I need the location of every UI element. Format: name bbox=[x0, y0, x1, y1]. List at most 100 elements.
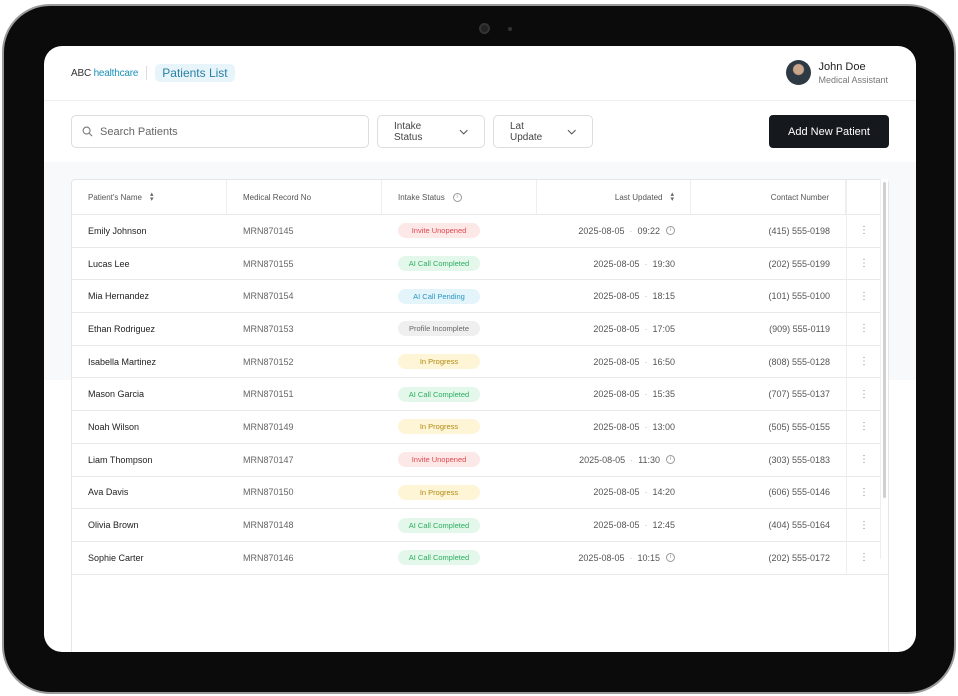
more-vertical-icon[interactable]: ⋮ bbox=[859, 486, 869, 498]
row-actions[interactable]: ⋮ bbox=[846, 280, 881, 313]
time: 11:30 bbox=[638, 454, 660, 465]
info-icon[interactable]: i bbox=[666, 455, 675, 465]
scrollbar[interactable] bbox=[880, 179, 888, 559]
intake-status-label: Intake Status bbox=[394, 120, 423, 143]
status-badge: Invite Unopened bbox=[398, 452, 480, 468]
patient-name[interactable]: Mia Hernandez bbox=[88, 291, 150, 302]
more-vertical-icon[interactable]: ⋮ bbox=[859, 388, 869, 400]
more-vertical-icon[interactable]: ⋮ bbox=[859, 552, 869, 564]
table-row[interactable]: Emily Johnson MRN870145 Invite Unopened … bbox=[72, 215, 888, 248]
search-input[interactable]: Search Patients bbox=[71, 115, 369, 148]
intake-status-cell: AI Call Completed bbox=[382, 248, 537, 280]
info-icon[interactable]: i bbox=[666, 553, 675, 563]
separator-dot: · bbox=[644, 520, 648, 531]
col-contact-number: Contact Number bbox=[691, 180, 846, 214]
col-actions bbox=[846, 180, 881, 214]
user-profile[interactable]: John Doe Medical Assistant bbox=[786, 60, 888, 85]
table-row[interactable]: Mason Garcia MRN870151 AI Call Completed… bbox=[72, 378, 888, 412]
more-vertical-icon[interactable]: ⋮ bbox=[859, 225, 869, 237]
row-actions[interactable]: ⋮ bbox=[846, 411, 881, 443]
patient-name[interactable]: Olivia Brown bbox=[88, 520, 139, 531]
header-label: Last Updated bbox=[614, 192, 663, 202]
add-new-patient-button[interactable]: Add New Patient bbox=[769, 115, 889, 148]
row-actions[interactable]: ⋮ bbox=[846, 541, 881, 574]
search-icon bbox=[82, 126, 93, 137]
table-row[interactable]: Sophie Carter MRN870146 AI Call Complete… bbox=[72, 541, 888, 575]
intake-status-cell: In Progress bbox=[382, 346, 537, 378]
row-actions[interactable]: ⋮ bbox=[846, 215, 881, 247]
table-row[interactable]: Lucas Lee MRN870155 AI Call Completed 20… bbox=[72, 247, 888, 281]
intake-status-dropdown[interactable]: Intake Status bbox=[377, 115, 485, 148]
row-actions[interactable]: ⋮ bbox=[846, 247, 881, 280]
time: 14:20 bbox=[652, 487, 675, 498]
scrollbar-thumb[interactable] bbox=[883, 182, 886, 498]
mrn: MRN870151 bbox=[243, 389, 294, 400]
intake-status-cell: AI Call Pending bbox=[382, 280, 537, 312]
more-vertical-icon[interactable]: ⋮ bbox=[859, 356, 869, 368]
sensor-dot bbox=[508, 27, 512, 31]
more-vertical-icon[interactable]: ⋮ bbox=[859, 258, 869, 270]
col-patient-name[interactable]: Patient's Name ▴ ▾ bbox=[72, 180, 227, 214]
patient-name[interactable]: Ava Davis bbox=[88, 487, 129, 498]
app-screen: ABC healthcare Patients List John Doe Med… bbox=[44, 46, 916, 652]
date: 2025-08-05 bbox=[593, 487, 640, 498]
info-icon[interactable]: i bbox=[452, 192, 462, 202]
sort-icon[interactable]: ▴ ▾ bbox=[670, 191, 674, 203]
contact-number: (707) 555-0137 bbox=[768, 389, 830, 400]
table-body: Emily Johnson MRN870145 Invite Unopened … bbox=[72, 215, 888, 575]
status-badge: In Progress bbox=[398, 484, 480, 500]
separator-dot: · bbox=[630, 454, 634, 465]
last-updated: 2025-08-05 · 11:30 i bbox=[537, 444, 691, 476]
breadcrumb[interactable]: Patients List bbox=[155, 64, 235, 82]
contact-number: (909) 555-0119 bbox=[769, 323, 830, 334]
row-actions[interactable]: ⋮ bbox=[846, 509, 881, 541]
table-row[interactable]: Mia Hernandez MRN870154 AI Call Pending … bbox=[72, 280, 888, 314]
row-actions[interactable]: ⋮ bbox=[846, 443, 881, 476]
status-badge: AI Call Completed bbox=[398, 550, 480, 566]
status-badge: In Progress bbox=[398, 354, 480, 370]
brand-logo[interactable]: ABC healthcare bbox=[71, 68, 138, 79]
mrn: MRN870155 bbox=[243, 258, 294, 269]
more-vertical-icon[interactable]: ⋮ bbox=[859, 519, 869, 531]
patient-name[interactable]: Mason Garcia bbox=[88, 389, 145, 400]
table-row[interactable]: Liam Thompson MRN870147 Invite Unopened … bbox=[72, 443, 888, 477]
date: 2025-08-05 bbox=[579, 454, 626, 465]
last-updated: 2025-08-05 · 17:05 bbox=[537, 313, 691, 345]
intake-status-cell: In Progress bbox=[382, 411, 537, 443]
row-actions[interactable]: ⋮ bbox=[846, 345, 881, 378]
patient-name[interactable]: Liam Thompson bbox=[88, 454, 153, 465]
row-actions[interactable]: ⋮ bbox=[846, 378, 881, 411]
date: 2025-08-05 bbox=[593, 258, 640, 269]
row-actions[interactable]: ⋮ bbox=[846, 476, 881, 509]
table-row[interactable]: Noah Wilson MRN870149 In Progress 2025-0… bbox=[72, 411, 888, 444]
patients-table: Patient's Name ▴ ▾ Medical Record No Intak… bbox=[71, 179, 889, 652]
status-badge: Invite Unopened bbox=[398, 223, 480, 239]
table-row[interactable]: Ava Davis MRN870150 In Progress 2025-08-… bbox=[72, 476, 888, 510]
last-updated: 2025-08-05 · 19:30 bbox=[537, 248, 691, 280]
last-update-dropdown[interactable]: Lat Update bbox=[493, 115, 593, 148]
patient-name[interactable]: Isabella Martinez bbox=[88, 356, 157, 367]
user-role: Medical Assistant bbox=[818, 74, 888, 85]
sort-icon[interactable]: ▴ ▾ bbox=[150, 191, 154, 203]
date: 2025-08-05 bbox=[593, 421, 640, 432]
more-vertical-icon[interactable]: ⋮ bbox=[859, 290, 869, 302]
patient-name[interactable]: Noah Wilson bbox=[88, 421, 140, 432]
time: 10:15 bbox=[637, 552, 660, 563]
info-icon[interactable]: i bbox=[666, 226, 675, 236]
mrn: MRN870145 bbox=[243, 225, 294, 236]
patient-name[interactable]: Ethan Rodriguez bbox=[88, 323, 156, 334]
filter-bar: Search Patients Intake Status Lat Update… bbox=[71, 115, 889, 148]
patient-name[interactable]: Lucas Lee bbox=[88, 258, 130, 269]
more-vertical-icon[interactable]: ⋮ bbox=[859, 454, 869, 466]
table-row[interactable]: Olivia Brown MRN870148 AI Call Completed… bbox=[72, 509, 888, 542]
col-last-updated[interactable]: Last Updated ▴ ▾ bbox=[537, 180, 691, 214]
table-row[interactable]: Ethan Rodriguez MRN870153 Profile Incomp… bbox=[72, 313, 888, 346]
more-vertical-icon[interactable]: ⋮ bbox=[859, 421, 869, 433]
more-vertical-icon[interactable]: ⋮ bbox=[859, 323, 869, 335]
table-row[interactable]: Isabella Martinez MRN870152 In Progress … bbox=[72, 345, 888, 379]
patient-name[interactable]: Sophie Carter bbox=[88, 552, 144, 563]
patient-name[interactable]: Emily Johnson bbox=[88, 225, 147, 236]
row-actions[interactable]: ⋮ bbox=[846, 313, 881, 345]
status-badge: In Progress bbox=[398, 419, 480, 435]
intake-status-cell: Invite Unopened bbox=[382, 215, 537, 247]
